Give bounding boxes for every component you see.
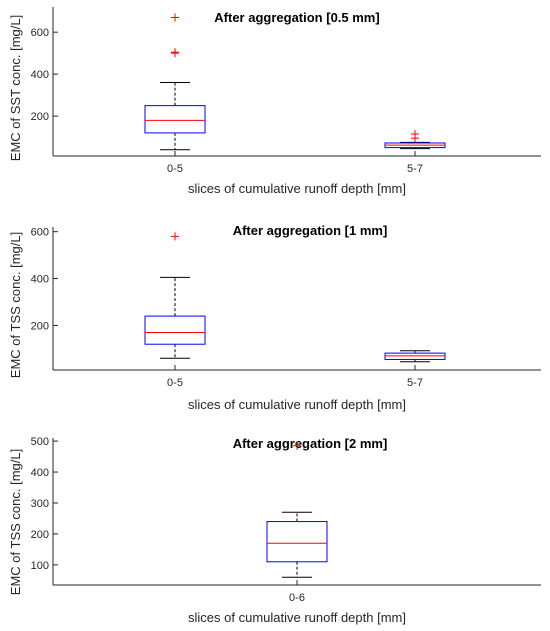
outlier-marker — [171, 232, 179, 241]
y-tick-label: 400 — [31, 69, 49, 81]
y-tick-label: 600 — [31, 27, 49, 39]
panel-1-xlabel: slices of cumulative runoff depth [mm] — [188, 181, 406, 196]
box-0-5 — [144, 315, 206, 345]
panel-3-ylabel: EMC of TSS conc. [mg/L] — [8, 449, 23, 595]
y-tick-label: 200 — [31, 529, 49, 541]
outlier-marker — [293, 441, 301, 450]
outlier-marker — [411, 129, 419, 138]
panel-1: After aggregation [0.5 mm] EMC of SST co… — [8, 7, 541, 196]
x-tick-label: 0-6 — [289, 592, 305, 604]
x-tick-label: 5-7 — [407, 163, 423, 175]
panel-3-plot: 100 200 300 400 500 0-6 — [31, 436, 541, 604]
y-tick-label: 600 — [31, 227, 49, 239]
panel-3-title: After aggregation [2 mm] — [233, 436, 388, 451]
y-tick-label: 300 — [31, 498, 49, 510]
y-tick-label: 200 — [31, 111, 49, 123]
box-0-5 — [144, 105, 206, 134]
y-tick-label: 400 — [31, 274, 49, 286]
panel-1-plot: 200 400 600 0-5 5-7 — [31, 7, 541, 175]
panel-2-xlabel: slices of cumulative runoff depth [mm] — [188, 397, 406, 412]
x-tick-label: 0-5 — [167, 163, 183, 175]
y-tick-label: 400 — [31, 467, 49, 479]
y-tick-label: 200 — [31, 320, 49, 332]
y-tick-label: 500 — [31, 436, 49, 448]
y-tick-label: 100 — [31, 560, 49, 572]
x-tick-label: 5-7 — [407, 377, 423, 389]
panel-2-title: After aggregation [1 mm] — [233, 223, 388, 238]
panel-1-title: After aggregation [0.5 mm] — [214, 10, 379, 25]
outlier-marker — [171, 13, 179, 22]
panel-1-ylabel: EMC of SST conc. [mg/L] — [8, 15, 23, 161]
x-tick-label: 0-5 — [167, 377, 183, 389]
outlier-marker — [171, 48, 179, 57]
panel-3: After aggregation [2 mm] EMC of TSS conc… — [8, 436, 541, 625]
panel-2-plot: 200 400 600 0-5 5-7 — [31, 227, 541, 389]
panel-2-ylabel: EMC of TSS conc. [mg/L] — [8, 232, 23, 378]
panel-3-xlabel: slices of cumulative runoff depth [mm] — [188, 610, 406, 625]
box-0-6 — [266, 521, 328, 563]
panel-2: After aggregation [1 mm] EMC of TSS conc… — [8, 223, 541, 412]
